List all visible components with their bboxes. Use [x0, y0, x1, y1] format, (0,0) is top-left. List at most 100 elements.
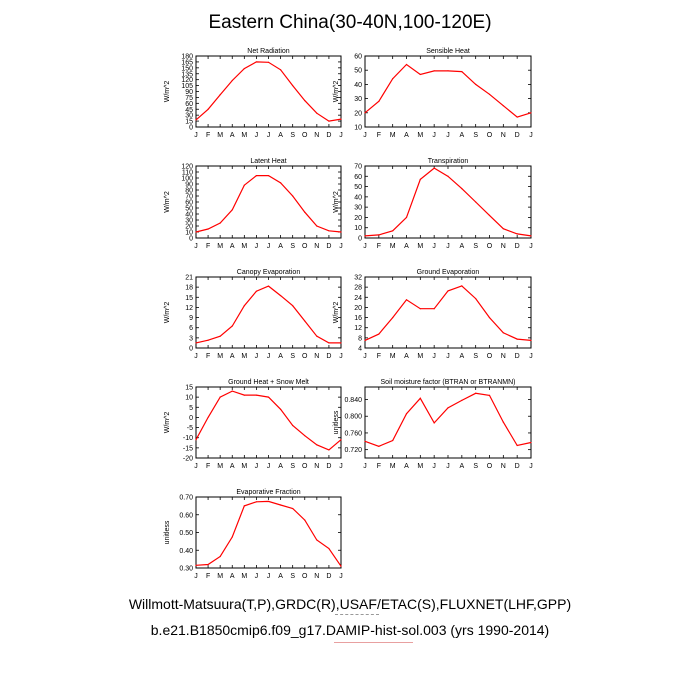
data-point — [316, 444, 318, 446]
plot-frame — [364, 276, 532, 349]
y-tick-label: 105 — [181, 83, 193, 90]
data-point — [405, 216, 408, 219]
x-tick-label: D — [515, 132, 520, 139]
x-tick-label: M — [217, 463, 223, 470]
x-tick-label: N — [501, 243, 506, 250]
panel-title: Ground Evaporation — [417, 269, 480, 276]
x-tick-label: A — [278, 573, 283, 580]
y-tick-label: 30 — [354, 96, 362, 103]
y-tick-label: 40 — [354, 194, 362, 201]
y-tick-label: 28 — [354, 285, 362, 292]
series-line — [195, 390, 342, 451]
y-tick-label: 3 — [189, 335, 193, 342]
data-point — [255, 290, 258, 292]
x-tick-label: M — [217, 353, 223, 360]
data-point — [255, 61, 258, 63]
chart-panel: Transpiration 0 10 20 30 40 50 60 70 J F M A M J J A S O N D… — [333, 158, 533, 250]
y-tick-label: 50 — [354, 68, 362, 75]
x-tick-label: D — [326, 132, 331, 139]
data-point — [419, 397, 421, 399]
panel-title: Canopy Evaporation — [237, 269, 301, 276]
y-tick-label: 40 — [185, 212, 193, 219]
y-tick-label: 20 — [354, 305, 362, 312]
x-tick-label: F — [206, 132, 210, 139]
data-point — [243, 505, 245, 507]
data-point — [530, 235, 532, 237]
series-line — [364, 392, 532, 447]
chart-panel: Net Radiation 015304560759010512013515016… — [164, 48, 343, 139]
x-tick-label: D — [326, 573, 331, 580]
y-tick-label: 0 — [189, 415, 193, 422]
x-tick-label: A — [404, 132, 409, 139]
x-tick-label: J — [267, 132, 271, 139]
data-point — [304, 519, 306, 521]
y-tick-label: 0.800 — [344, 414, 362, 421]
x-tick-label: J — [255, 353, 259, 360]
data-point — [502, 105, 504, 107]
x-tick-label: J — [363, 243, 367, 250]
x-tick-label: J — [432, 132, 436, 139]
data-point — [378, 333, 380, 335]
data-point — [447, 290, 449, 292]
data-point — [207, 563, 209, 566]
x-tick-label: F — [377, 243, 381, 250]
data-point — [488, 93, 491, 95]
x-tick-label: M — [217, 243, 223, 250]
y-tick-label: 30 — [354, 205, 362, 212]
y-tick-label: 0 — [189, 236, 193, 243]
data-point — [267, 500, 270, 503]
data-point — [405, 413, 408, 415]
x-tick-label: F — [206, 573, 210, 580]
x-tick-label: M — [241, 463, 247, 470]
data-point — [516, 444, 518, 447]
x-tick-label: A — [459, 353, 464, 360]
x-tick-label: F — [206, 463, 210, 470]
x-tick-label: S — [290, 243, 295, 250]
data-point — [328, 230, 330, 232]
plot-frame — [364, 386, 532, 459]
x-tick-label: J — [432, 353, 436, 360]
data-point — [243, 68, 245, 70]
data-point — [405, 299, 408, 301]
y-tick-label: 6 — [189, 325, 193, 332]
y-tick-label: 70 — [185, 194, 193, 201]
x-tick-label: A — [230, 353, 235, 360]
x-tick-label: J — [194, 463, 198, 470]
panel-title: Transpiration — [428, 158, 469, 165]
x-tick-label: O — [487, 132, 493, 139]
x-tick-label: S — [290, 573, 295, 580]
data-point — [304, 211, 306, 213]
x-tick-label: A — [278, 132, 283, 139]
panel-title: Sensible Heat — [426, 48, 470, 55]
x-tick-label: F — [377, 353, 381, 360]
data-point — [316, 539, 318, 541]
y-tick-label: 0 — [358, 236, 362, 243]
y-tick-label: 10 — [354, 125, 362, 132]
y-tick-label: 0.720 — [344, 447, 362, 454]
y-axis-label: W/m^2 — [333, 81, 340, 103]
x-tick-label: J — [267, 353, 271, 360]
x-tick-label: A — [230, 573, 235, 580]
x-tick-label: J — [339, 573, 343, 580]
series-line — [364, 63, 532, 118]
y-tick-label: 10 — [354, 225, 362, 232]
y-tick-label: -5 — [187, 425, 193, 432]
data-point — [419, 308, 421, 310]
data-point — [231, 79, 233, 82]
data-point — [340, 118, 342, 120]
data-point — [304, 435, 306, 437]
y-tick-label: 75 — [185, 95, 193, 102]
data-point — [447, 407, 449, 409]
x-tick-label: A — [230, 243, 235, 250]
x-tick-label: J — [194, 132, 198, 139]
y-tick-label: 0.30 — [179, 566, 193, 573]
y-tick-label: 90 — [185, 89, 193, 96]
y-tick-label: 50 — [185, 206, 193, 213]
chart-panel: Soil moisture factor (BTRAN or BTRANMN) 0… — [333, 379, 533, 470]
x-tick-label: A — [404, 463, 409, 470]
x-tick-label: O — [302, 463, 308, 470]
x-tick-label: J — [194, 353, 198, 360]
data-point — [207, 108, 209, 110]
y-tick-label: 15 — [185, 385, 193, 392]
y-tick-label: 60 — [354, 174, 362, 181]
